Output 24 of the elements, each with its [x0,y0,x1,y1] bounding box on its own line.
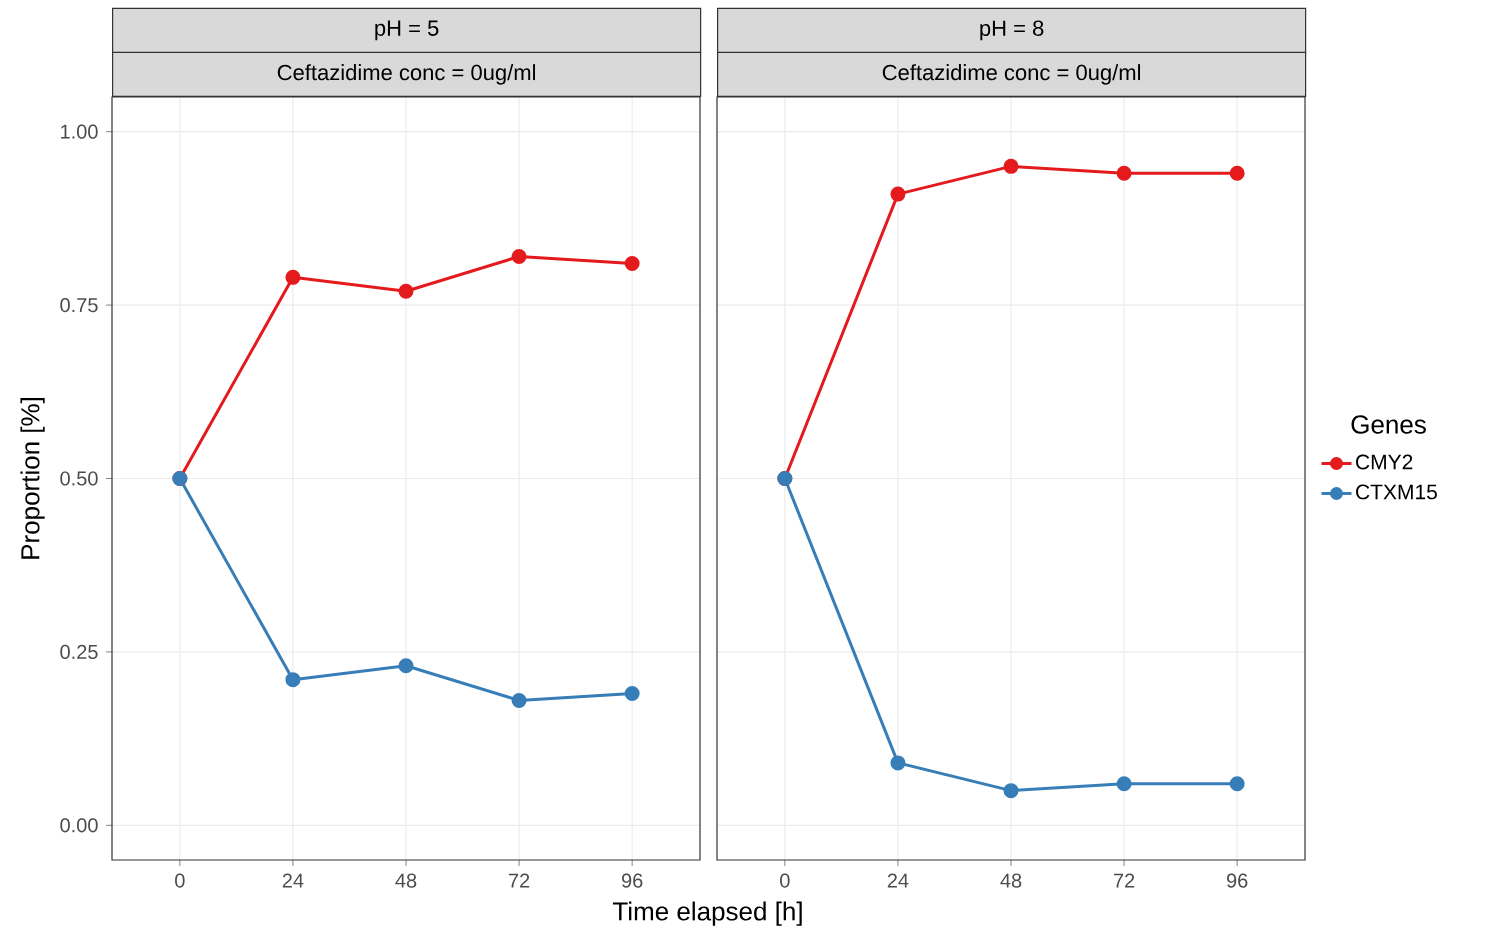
x-tick-label: 24 [887,873,909,888]
x-tick-label: 48 [1000,873,1022,888]
x-tick-label: 96 [621,873,643,888]
x-tick-label: 72 [1113,873,1135,888]
legend-label: CMY2 [1356,454,1413,470]
x-tick-label: 72 [508,873,530,888]
chart-subtitle: Ceftazidime conc = 0ug/ml [882,64,1141,85]
chart-subtitle: Ceftazidime conc = 0ug/ml [277,64,536,85]
y-tick-label: 0.75 [60,297,98,313]
x-tick-label: 0 [780,873,790,888]
x-axis-title: Time elapsed [h] [612,901,802,926]
y-tick-label: 0.00 [60,818,98,833]
y-axis-title: Proportion [%] [20,397,45,559]
y-tick-label: 0.25 [60,644,98,659]
x-tick-label: 0 [175,873,185,888]
y-tick-label: 1.00 [61,124,98,139]
y-tick-label: 0.50 [60,471,98,486]
legend-title: Genes [1351,415,1426,434]
x-tick-label: 96 [1226,873,1248,888]
legend-label: CTXM15 [1356,484,1437,500]
x-tick-label: 48 [395,873,417,888]
chart-title: pH = 8 [980,20,1044,41]
chart-title: pH = 5 [375,20,439,41]
x-tick-label: 24 [282,873,304,888]
